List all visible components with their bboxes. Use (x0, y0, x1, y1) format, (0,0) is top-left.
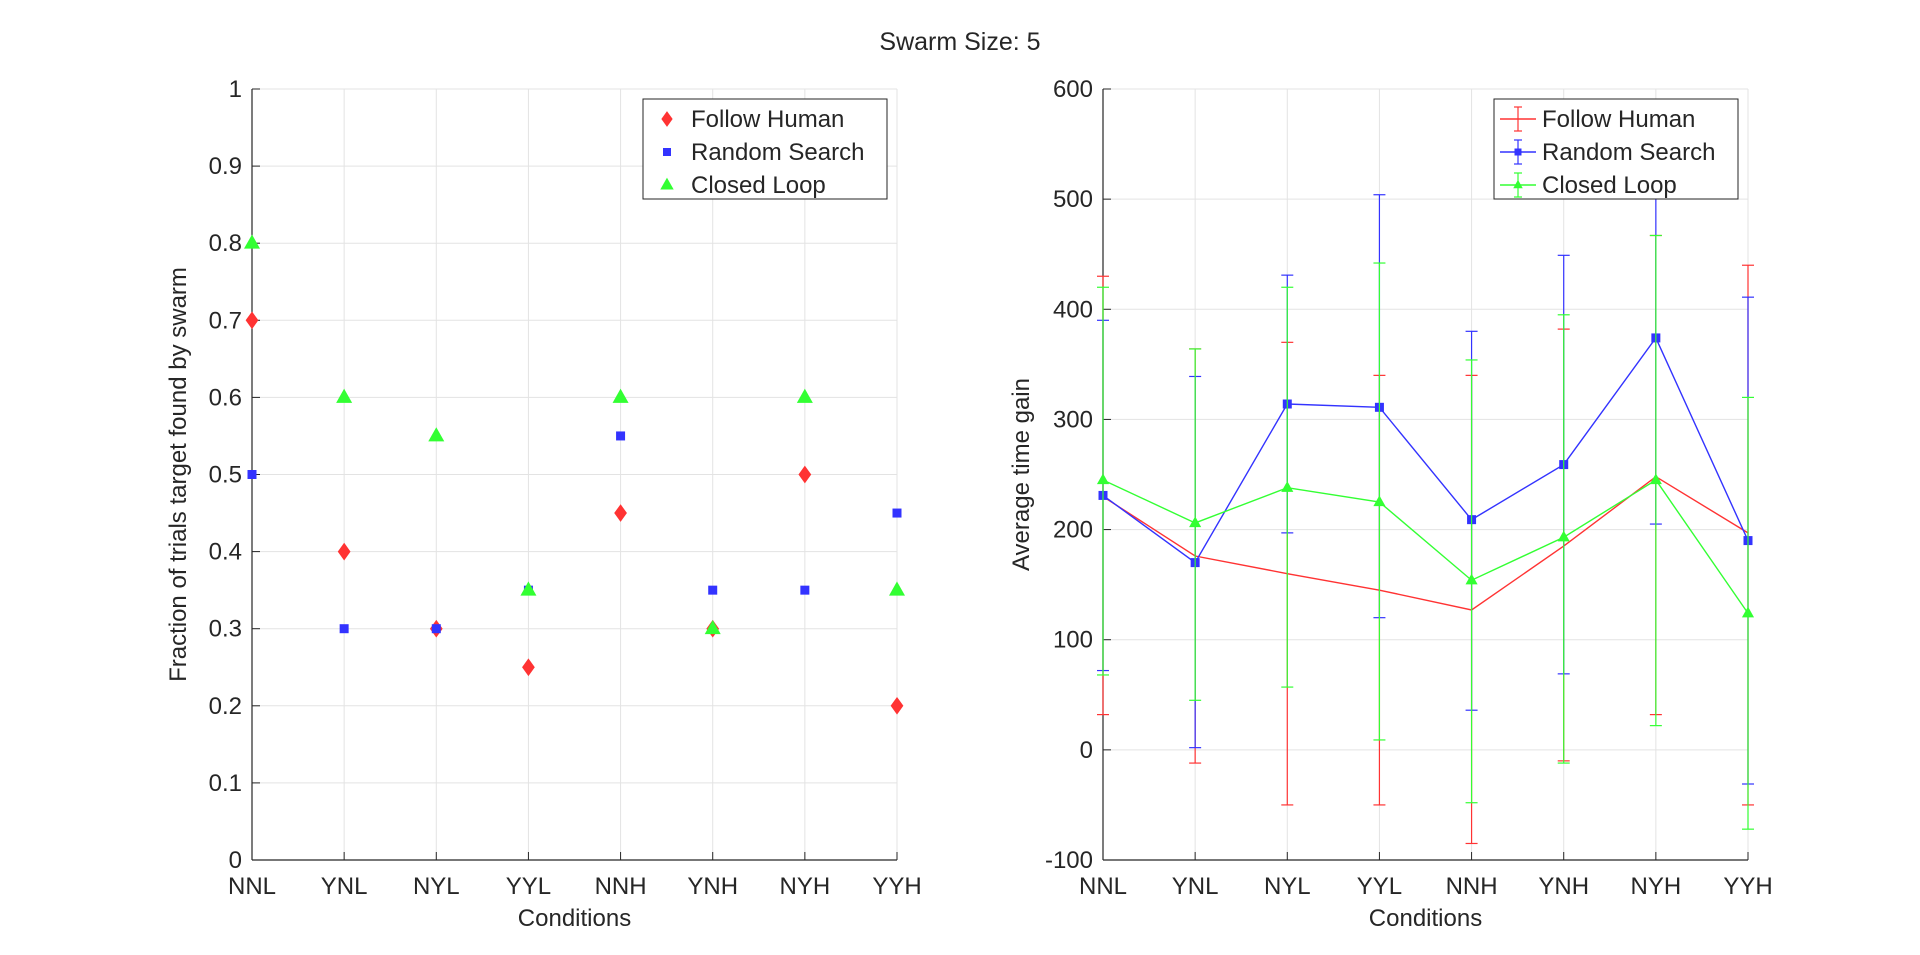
legend-label: Follow Human (691, 106, 844, 133)
data-point (247, 470, 257, 479)
y-axis-label: Fraction of trials target found by swarm (165, 267, 192, 682)
y-tick-label: 0.9 (209, 153, 242, 180)
x-tick-label: NYH (1631, 873, 1682, 900)
x-tick-label: NYH (780, 873, 831, 900)
legend-marker (1513, 179, 1523, 189)
data-point (520, 581, 537, 596)
y-tick-label: 500 (1053, 186, 1093, 213)
y-tick-label: 0.5 (209, 462, 242, 489)
legend-box (642, 98, 888, 200)
x-tick-label: YNH (687, 873, 738, 900)
y-tick-label: 0.1 (209, 770, 242, 797)
y-tick-label: 0.2 (209, 693, 242, 720)
data-point (428, 427, 445, 442)
x-tick-label: YNL (321, 873, 368, 900)
y-tick-label: 1 (229, 76, 242, 103)
data-point (1557, 530, 1570, 542)
y-tick-label: 0 (1080, 737, 1093, 764)
data-point (1741, 606, 1755, 618)
y-tick-label: 0.7 (209, 307, 242, 334)
y-tick-label: 0.4 (209, 539, 242, 566)
data-point (614, 504, 627, 522)
data-point (339, 624, 349, 634)
legend-label: Follow Human (1542, 106, 1695, 133)
data-point (431, 624, 441, 634)
legend-item-follow-human: Follow Human (661, 106, 844, 133)
x-tick-label: NYL (413, 873, 460, 900)
data-point (245, 311, 259, 330)
legend-marker (660, 177, 674, 190)
data-point (1096, 473, 1110, 485)
x-axis-label: Conditions (518, 905, 631, 932)
data-point (1649, 473, 1662, 485)
legend-box (1493, 98, 1739, 200)
legend: Follow Human Random Search Closed Loop (1493, 98, 1739, 200)
x-tick-label: YNH (1538, 873, 1589, 900)
data-point (337, 542, 351, 561)
legend-item-closed-loop: Closed Loop (1500, 172, 1677, 199)
data-point (796, 388, 813, 403)
data-point (1189, 516, 1202, 528)
data-point (888, 581, 906, 596)
x-tick-label: NYL (1264, 873, 1311, 900)
x-tick-label: NNL (228, 873, 276, 900)
y-tick-label: -100 (1045, 847, 1093, 874)
legend-item-closed-loop: Closed Loop (660, 172, 826, 199)
data-point (800, 585, 810, 595)
y-tick-label: 0.3 (209, 616, 242, 643)
data-point (798, 465, 812, 484)
x-tick-label: YYL (506, 873, 551, 900)
y-tick-label: 200 (1053, 517, 1093, 544)
data-point (616, 431, 626, 441)
legend-marker (663, 148, 671, 156)
y-tick-label: 0.8 (209, 230, 242, 257)
x-tick-label: NNL (1079, 873, 1127, 900)
legend-label: Random Search (691, 139, 864, 166)
legend-item-follow-human: Follow Human (1500, 106, 1695, 133)
data-point (890, 696, 904, 715)
x-tick-label: YYH (872, 873, 921, 900)
legend-label: Random Search (1542, 139, 1715, 166)
data-point (336, 388, 353, 403)
y-axis-label: Average time gain (1008, 378, 1035, 571)
legend-marker (661, 111, 673, 127)
legend: Follow Human Random Search Closed Loop (642, 98, 888, 200)
data-point (243, 234, 261, 249)
plot-area (1103, 89, 1748, 860)
legend-label: Closed Loop (691, 172, 826, 199)
x-axis-label: Conditions (1369, 905, 1482, 932)
series-closed-loop (1096, 234, 1755, 830)
figure-title: Swarm Size: 5 (879, 28, 1040, 56)
legend-item-random-search: Random Search (663, 139, 864, 166)
data-point (612, 388, 629, 403)
x-tick-label: YNL (1172, 873, 1219, 900)
series-line (1102, 336, 1749, 564)
y-tick-label: 300 (1053, 406, 1093, 433)
y-tick-label: 0 (229, 847, 242, 874)
x-tick-label: YYH (1723, 873, 1772, 900)
data-point (1465, 573, 1478, 585)
legend-item-random-search: Random Search (1500, 139, 1715, 166)
chart-average-time-gain: NNL YNL NYL YYL NNH YNH NYH YYH -100 0 100 200 300 40… (1008, 76, 1773, 932)
series-closed-loop (243, 234, 906, 635)
data-point (708, 585, 718, 595)
series-line (1102, 479, 1749, 614)
series-line (1102, 475, 1749, 611)
y-tick-label: 0.6 (209, 384, 242, 411)
y-tick-label: 400 (1053, 296, 1093, 323)
data-point (892, 508, 902, 518)
data-point (522, 658, 535, 677)
y-tick-label: 600 (1053, 76, 1093, 103)
x-tick-label: NNH (595, 873, 647, 900)
data-point (704, 619, 721, 635)
legend-label: Closed Loop (1542, 172, 1677, 199)
data-point (1373, 495, 1386, 507)
x-tick-label: YYL (1357, 873, 1402, 900)
x-tick-label: NNH (1446, 873, 1498, 900)
y-tick-label: 100 (1053, 627, 1093, 654)
chart-fraction-found: NNL YNL NYL YYL NNH YNH NYH YYH 0 0.1 0.2 0.3 0.4 0.5… (165, 76, 922, 932)
legend-marker (1514, 148, 1522, 156)
data-point (1281, 481, 1294, 492)
